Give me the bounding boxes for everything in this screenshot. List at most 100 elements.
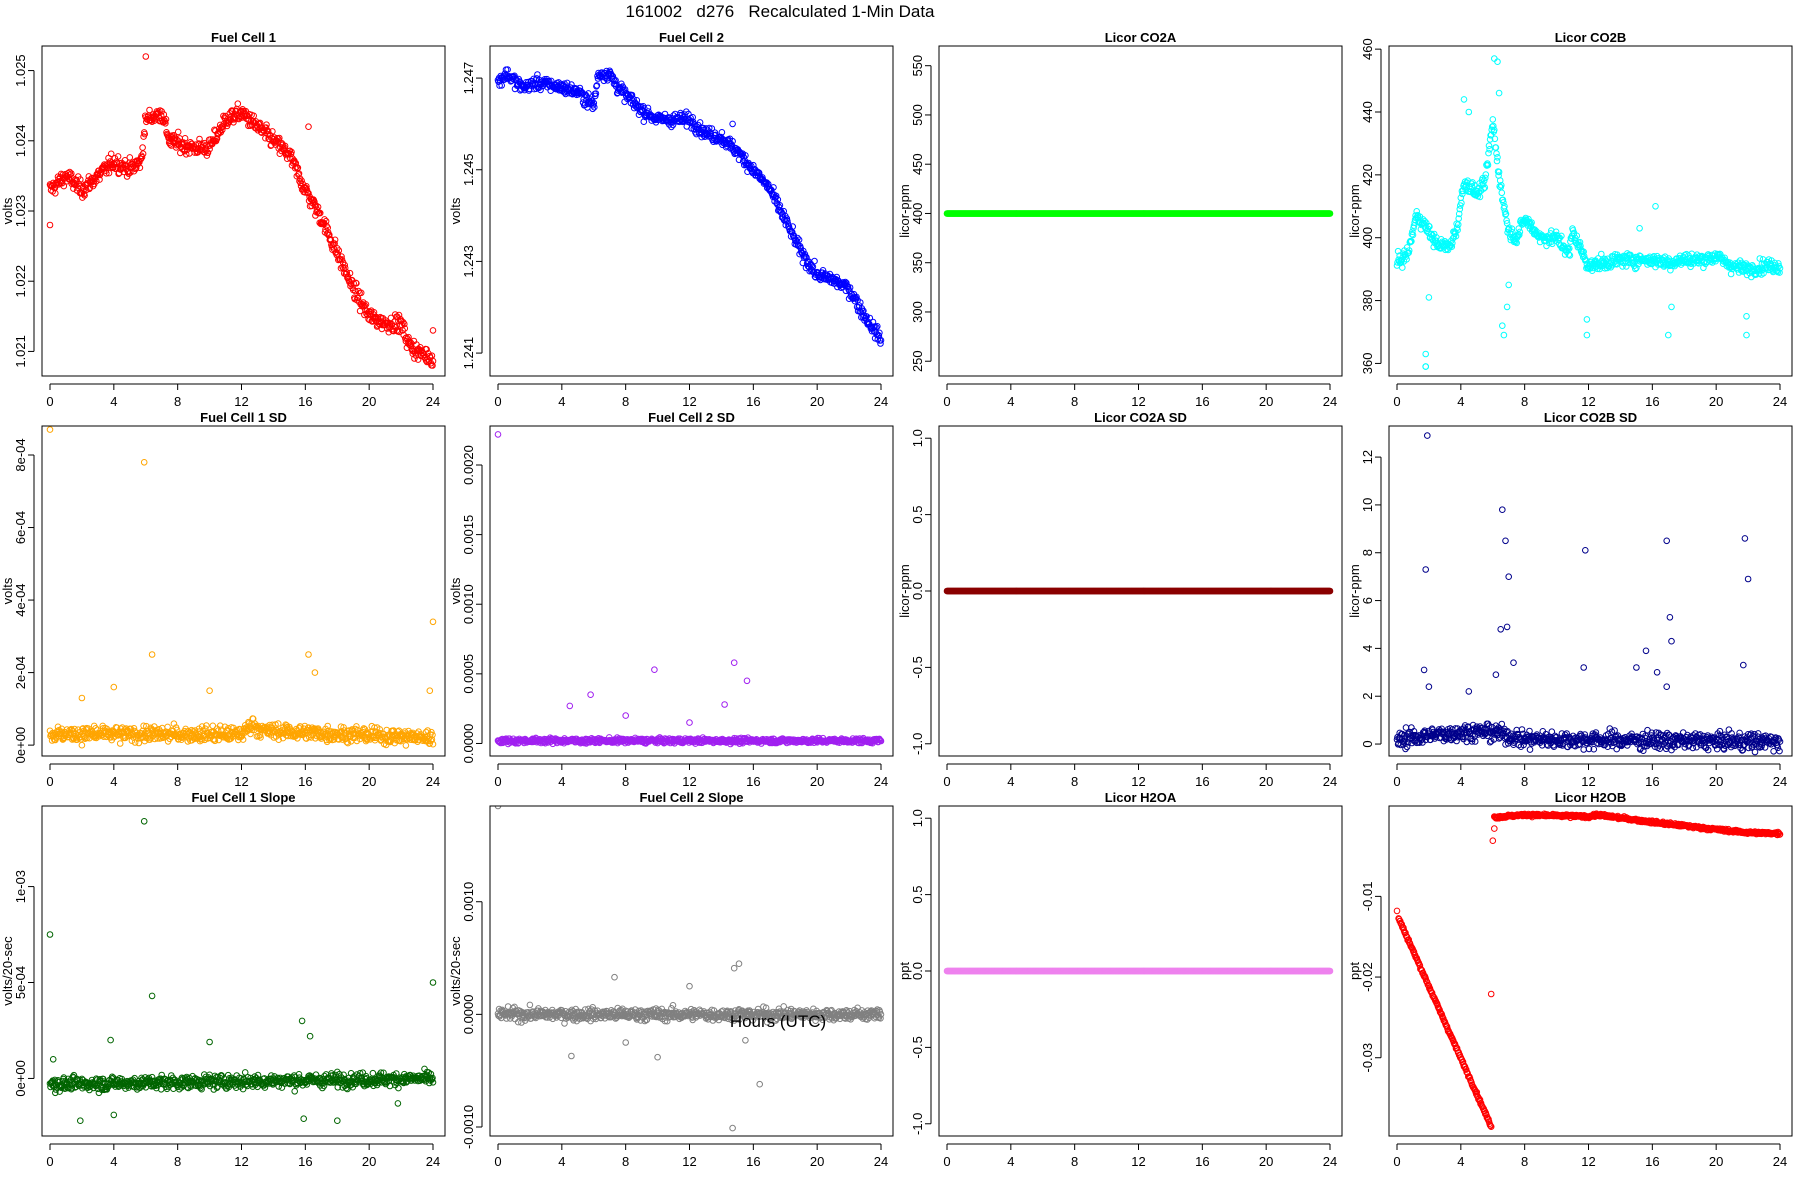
- data-point: [286, 147, 294, 155]
- data-point: [1452, 229, 1459, 236]
- data-point: [305, 123, 312, 130]
- data-point: [1556, 234, 1564, 242]
- x-tick-label: 8: [1521, 394, 1528, 409]
- data-point: [396, 328, 403, 336]
- y-tick-label: 400: [1360, 227, 1375, 249]
- data-point: [1405, 247, 1413, 254]
- data-point: [1665, 331, 1672, 339]
- x-axis: 0 4 8 12 16 20 24: [1393, 383, 1787, 409]
- data-point: [1403, 256, 1410, 263]
- data-point: [107, 150, 115, 158]
- data-point: [316, 209, 324, 217]
- data-point: [1503, 303, 1511, 311]
- data-point: [590, 99, 598, 107]
- data-point: [876, 736, 884, 744]
- data-point: [341, 261, 349, 269]
- y-tick-label: 0e+00: [13, 727, 28, 764]
- x-tick-label: 12: [234, 394, 248, 409]
- data-points: [494, 66, 885, 347]
- data-point: [1576, 243, 1583, 251]
- data-point: [103, 170, 110, 177]
- data-point: [1498, 182, 1505, 189]
- data-point: [1430, 230, 1438, 238]
- data-point: [1576, 238, 1584, 246]
- data-point: [561, 80, 568, 87]
- y-tick-label: 1.241: [461, 337, 476, 370]
- x-tick-label: 0: [1393, 394, 1400, 409]
- data-point: [1583, 316, 1591, 323]
- data-point: [352, 287, 359, 295]
- y-axis-label: volts: [0, 577, 15, 604]
- data-point: [344, 739, 352, 747]
- data-point: [54, 723, 62, 731]
- data-point: [52, 190, 59, 197]
- data-point: [139, 144, 146, 151]
- data-point: [331, 240, 338, 247]
- data-point: [1408, 238, 1415, 245]
- data-point: [587, 691, 594, 699]
- x-tick-label: 24: [1323, 394, 1337, 409]
- data-point: [162, 120, 169, 127]
- plot-frame: [489, 425, 894, 757]
- data-point: [1475, 189, 1483, 196]
- data-point: [353, 280, 360, 287]
- data-point: [1486, 146, 1493, 153]
- x-tick-label: 20: [1259, 394, 1273, 409]
- data-point: [1558, 232, 1565, 240]
- data-point: [742, 152, 749, 159]
- data-point: [494, 431, 502, 438]
- y-tick-label: 380: [1360, 290, 1375, 312]
- data-point: [1500, 331, 1508, 339]
- x-tick-label: 16: [298, 394, 312, 409]
- data-point: [592, 90, 600, 97]
- data-point: [784, 220, 792, 227]
- data-point: [1776, 264, 1784, 272]
- data-point: [621, 86, 629, 93]
- data-point: [1565, 251, 1573, 258]
- x-tick-label: 4: [110, 774, 117, 789]
- y-tick-label: 1.243: [461, 245, 476, 278]
- data-point: [331, 236, 339, 244]
- data-point: [376, 726, 384, 733]
- data-point: [171, 134, 179, 141]
- data-point: [1668, 303, 1675, 311]
- data-point: [708, 125, 716, 132]
- data-point: [1486, 136, 1494, 143]
- data-point: [148, 651, 156, 658]
- x-tick-label: 20: [1709, 394, 1723, 409]
- data-point: [401, 320, 408, 328]
- data-point: [1422, 350, 1429, 358]
- x-tick-label: 16: [746, 774, 760, 789]
- data-point: [187, 139, 194, 146]
- data-point: [406, 338, 414, 346]
- data-point: [872, 324, 880, 331]
- data-point: [311, 198, 318, 206]
- data-point: [729, 137, 736, 145]
- data-point: [1482, 171, 1490, 178]
- data-point: [504, 66, 511, 73]
- y-tick-label: 0.0005: [461, 654, 476, 694]
- data-point: [1552, 228, 1560, 236]
- data-point: [1598, 250, 1605, 258]
- data-point: [114, 153, 122, 160]
- data-point: [429, 740, 437, 748]
- data-point: [46, 426, 54, 433]
- data-point: [429, 731, 436, 739]
- data-point: [1409, 231, 1417, 239]
- data-point: [802, 264, 810, 272]
- x-tick-label: 0: [46, 394, 53, 409]
- data-point: [857, 299, 864, 306]
- y-axis-label: licor-ppm: [897, 184, 912, 237]
- y-tick-label: 420: [1360, 164, 1375, 186]
- plot-frame: [1388, 45, 1793, 377]
- data-point: [303, 183, 310, 190]
- y-tick-label: 1.245: [461, 153, 476, 186]
- x-tick-label: 12: [234, 774, 248, 789]
- data-point: [116, 740, 124, 747]
- x-tick-label: 24: [426, 774, 440, 789]
- data-point: [142, 53, 150, 60]
- x-tick-label: 24: [874, 774, 888, 789]
- data-point: [428, 736, 436, 743]
